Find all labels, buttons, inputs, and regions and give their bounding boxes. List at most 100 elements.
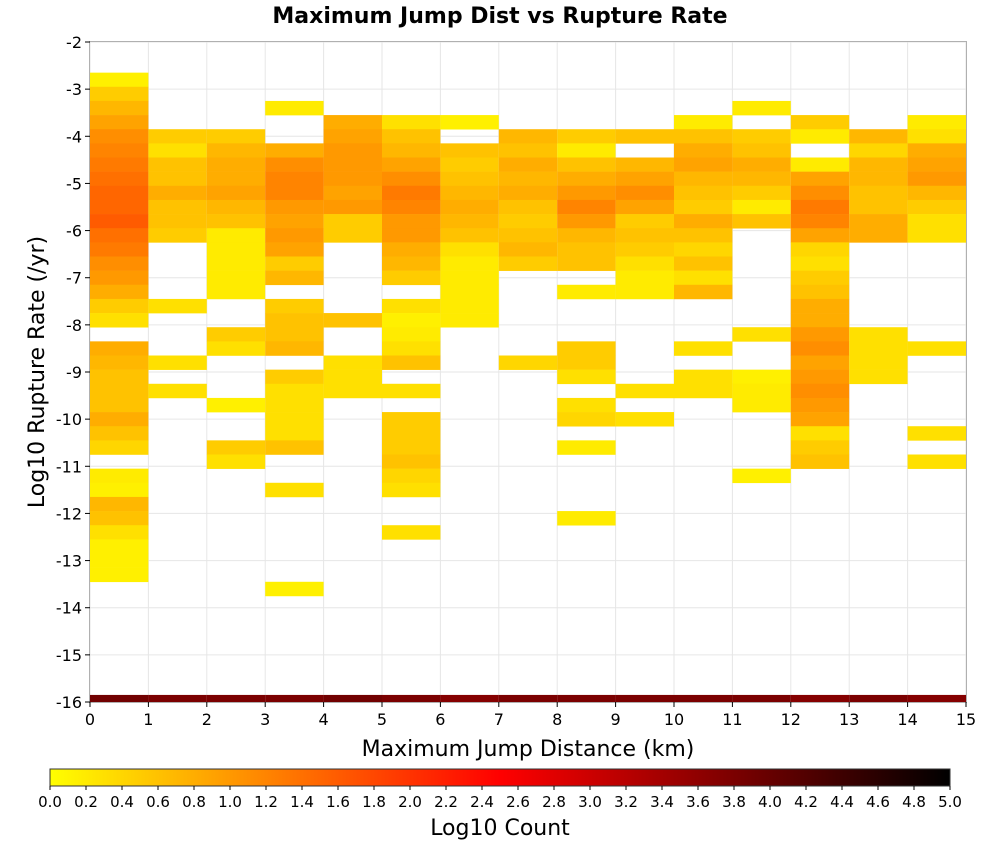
y-tick-label: -6 <box>66 222 82 241</box>
heatmap-cell <box>498 228 558 243</box>
heatmap-cell <box>206 270 266 286</box>
heatmap-cell <box>206 129 266 144</box>
heatmap-cell <box>674 185 733 201</box>
heatmap-cell <box>790 228 850 243</box>
heatmap-cell <box>907 454 966 469</box>
heatmap-cell <box>674 115 733 130</box>
heatmap-cell <box>90 383 149 399</box>
heatmap-cell <box>265 426 324 441</box>
heatmap-cell <box>790 440 850 455</box>
y-tick-label: -10 <box>56 410 82 429</box>
heatmap-cell <box>498 143 558 158</box>
heatmap-cell <box>790 383 850 399</box>
heatmap-cell <box>732 694 791 702</box>
heatmap-cell <box>206 242 266 257</box>
colorbar-tick-label: 4.6 <box>866 793 890 811</box>
heatmap-cell <box>849 199 908 215</box>
x-tick-label: 5 <box>377 710 387 729</box>
heatmap-cell <box>90 313 149 328</box>
heatmap-cell <box>674 143 733 158</box>
colorbar-tick-label: 0.6 <box>146 793 170 811</box>
heatmap-cell <box>907 228 966 243</box>
heatmap-cell <box>732 143 791 158</box>
heatmap-cell <box>265 369 324 385</box>
heatmap-cell <box>382 454 441 469</box>
heatmap-cell <box>557 694 616 702</box>
x-tick-label: 1 <box>143 710 153 729</box>
heatmap-cell <box>907 171 966 187</box>
heatmap-cell <box>498 129 558 144</box>
heatmap-cell <box>90 468 149 484</box>
heatmap-cell <box>790 426 850 441</box>
heatmap-cell <box>90 100 149 116</box>
heatmap-cell <box>148 185 207 201</box>
heatmap-cell <box>206 454 266 469</box>
heatmap-cell <box>206 157 266 172</box>
heatmap-cell <box>440 199 499 215</box>
heatmap-cell <box>907 143 966 158</box>
heatmap-cell <box>265 270 324 286</box>
heatmap-cell <box>440 157 499 172</box>
heatmap-cell <box>323 143 382 158</box>
heatmap-cell <box>615 199 674 215</box>
colorbar-tick-label: 0.0 <box>38 793 62 811</box>
heatmap-cell <box>148 383 207 399</box>
heatmap-cell <box>557 143 616 158</box>
x-tick-label: 3 <box>260 710 270 729</box>
heatmap-cell <box>849 341 908 356</box>
heatmap-cell <box>498 157 558 172</box>
heatmap-cell <box>557 397 616 413</box>
heatmap-cell <box>382 157 441 172</box>
heatmap-cell <box>790 115 850 130</box>
heatmap-cell <box>674 369 733 385</box>
heatmap-cell <box>557 185 616 201</box>
heatmap-cell <box>732 468 791 484</box>
heatmap-cell <box>557 242 616 257</box>
heatmap-cell <box>90 171 149 187</box>
heatmap-cell <box>90 284 149 300</box>
heatmap-cell <box>323 199 382 215</box>
heatmap-cell <box>265 157 324 172</box>
heatmap-cell <box>615 284 674 300</box>
heatmap-cell <box>732 214 791 229</box>
heatmap-cell <box>90 567 149 583</box>
heatmap-cell <box>382 214 441 229</box>
colorbar-tick-label: 0.2 <box>74 793 98 811</box>
colorbar-tick-label: 2.2 <box>434 793 458 811</box>
heatmap-cell <box>907 115 966 130</box>
colorbar-tick-label: 2.6 <box>506 793 530 811</box>
heatmap-cell <box>907 199 966 215</box>
heatmap-cell <box>557 214 616 229</box>
heatmap-cell <box>498 355 558 370</box>
heatmap-cell <box>440 313 499 328</box>
heatmap-cell <box>382 298 441 314</box>
heatmap-cell <box>790 313 850 328</box>
heatmap-cell <box>382 171 441 187</box>
heatmap-cell <box>382 143 441 158</box>
heatmap-cell <box>907 129 966 144</box>
heatmap-cell <box>382 270 441 286</box>
x-tick-label: 7 <box>494 710 504 729</box>
heatmap-cell <box>557 511 616 526</box>
heatmap-cell <box>790 298 850 314</box>
y-tick-label: -15 <box>56 646 82 665</box>
colorbar-tick-label: 3.0 <box>578 793 602 811</box>
heatmap-cell <box>90 355 149 370</box>
heatmap-cell <box>907 157 966 172</box>
heatmap-cell <box>148 298 207 314</box>
heatmap-cell <box>265 185 324 201</box>
heatmap-cell <box>323 694 382 702</box>
y-axis-label: Log10 Rupture Rate (/yr) <box>25 236 50 508</box>
heatmap-cell <box>90 426 149 441</box>
heatmap-cell <box>323 313 382 328</box>
heatmap-cell <box>790 185 850 201</box>
heatmap-cell <box>90 143 149 158</box>
x-tick-label: 0 <box>85 710 95 729</box>
heatmap-cell <box>440 214 499 229</box>
colorbar-ticks: 0.0 0.2 0.4 0.6 0.8 1.0 1.2 1.4 1.6 1.8 2.0 2.2 2.4 2… <box>38 786 962 811</box>
heatmap-cell <box>206 185 266 201</box>
x-tick-label: 13 <box>839 710 859 729</box>
heatmap-cell <box>615 171 674 187</box>
heatmap-cell <box>265 171 324 187</box>
heatmap-cell <box>148 199 207 215</box>
